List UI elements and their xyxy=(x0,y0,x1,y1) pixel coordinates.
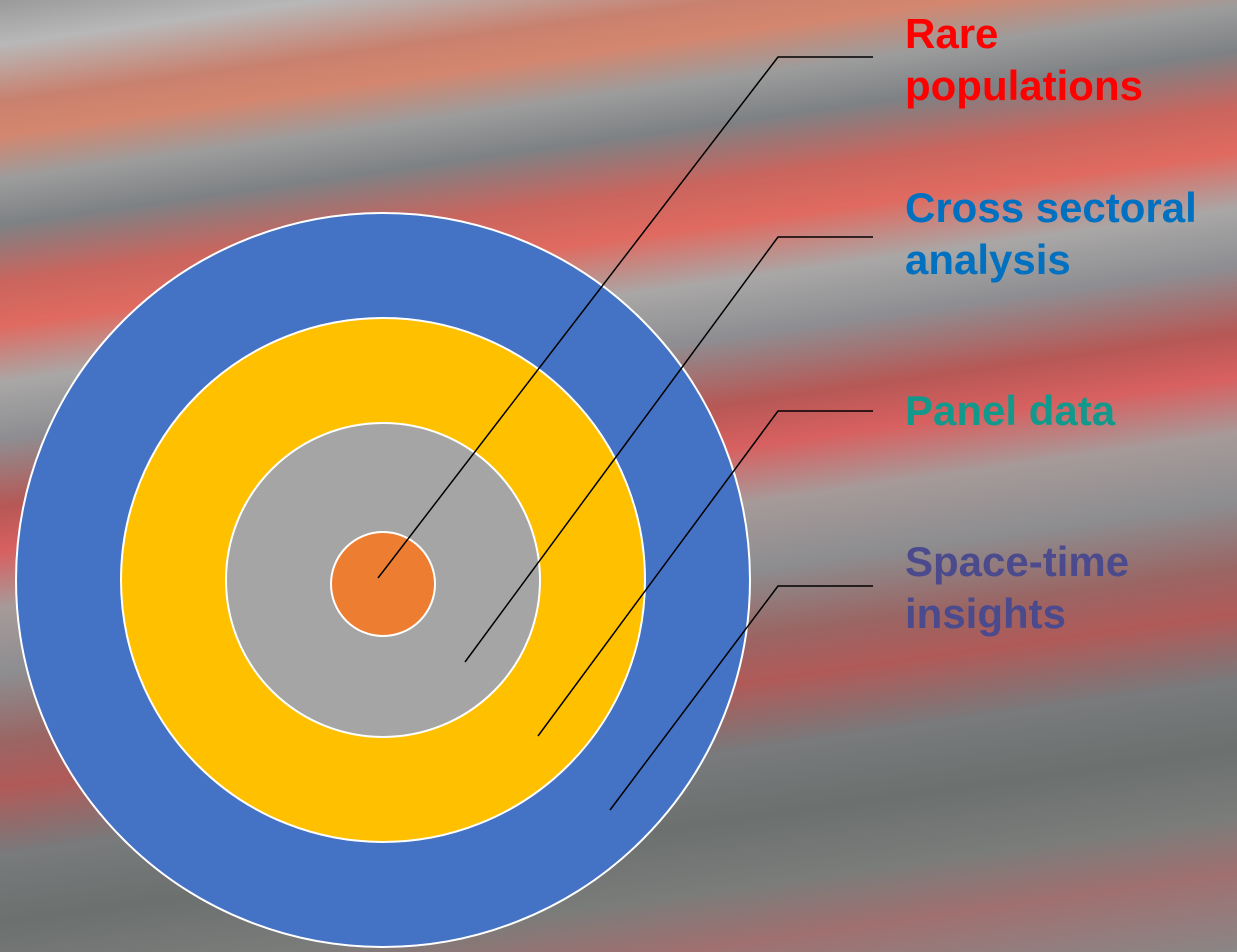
label-line: Rare xyxy=(905,8,1143,60)
label: Rare populations xyxy=(905,8,1143,112)
label-line: populations xyxy=(905,60,1143,112)
label-line: analysis xyxy=(905,234,1197,286)
diagram xyxy=(0,0,1237,952)
label: Cross sectoral analysis xyxy=(905,182,1197,286)
label: Panel data xyxy=(905,385,1115,437)
label: Space-time insights xyxy=(905,536,1129,640)
page: Rare populations Cross sectoral analysis… xyxy=(0,0,1237,952)
label-line: Panel data xyxy=(905,385,1115,437)
label-line: Space-time xyxy=(905,536,1129,588)
label-line: insights xyxy=(905,588,1129,640)
core-circle xyxy=(331,532,435,636)
label-line: Cross sectoral xyxy=(905,182,1197,234)
